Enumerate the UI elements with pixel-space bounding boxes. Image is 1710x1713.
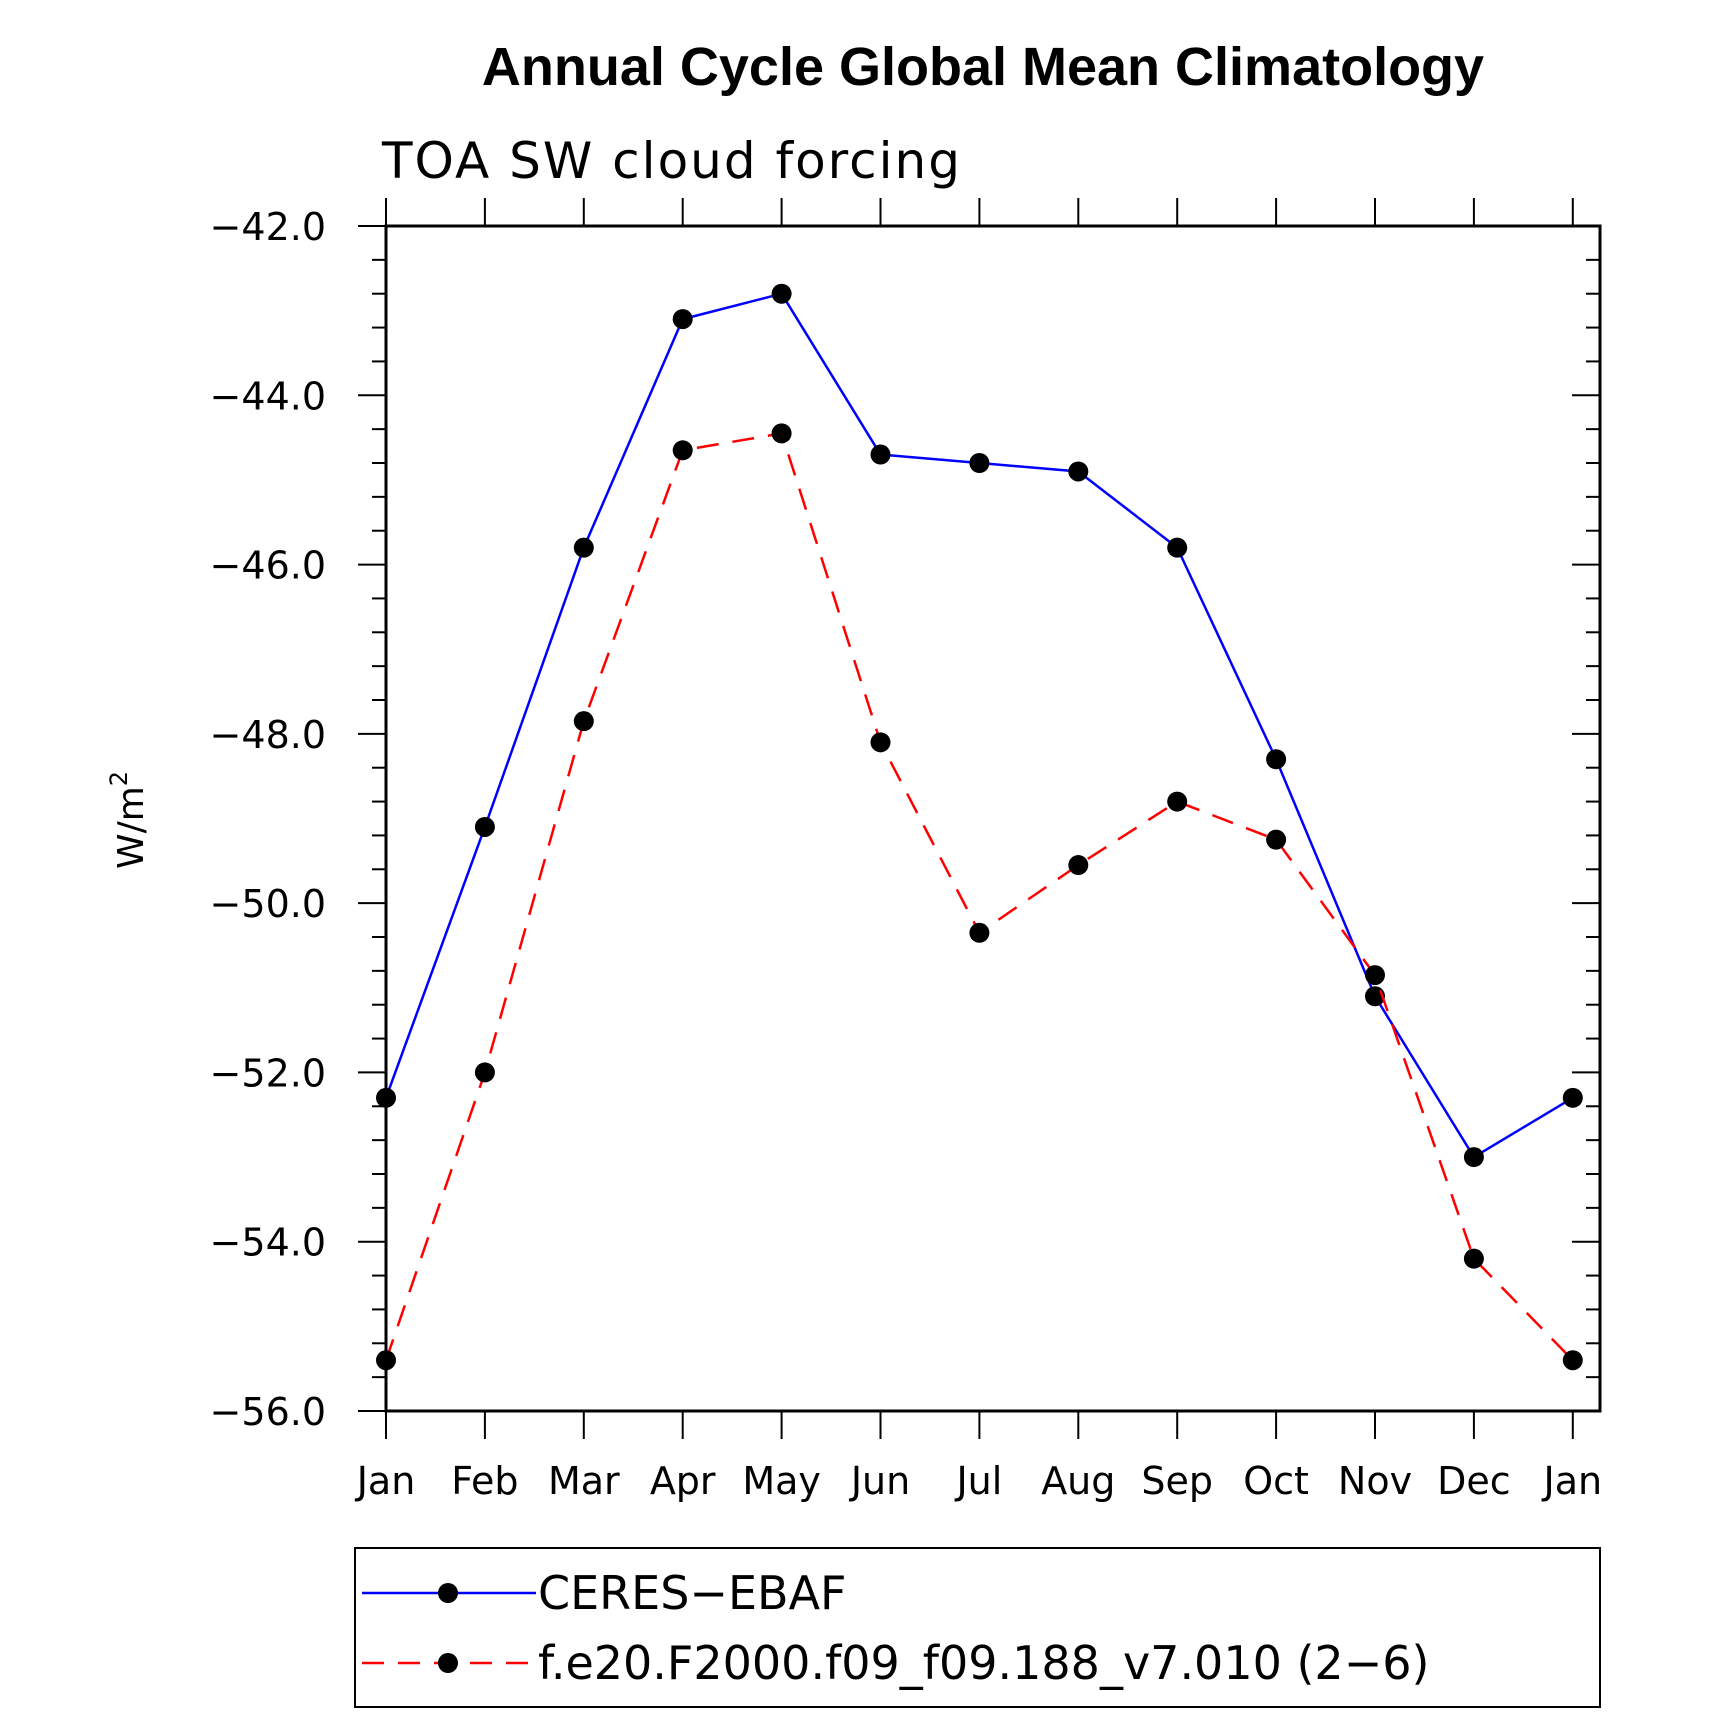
legend-label: f.e20.F2000.f09_f09.188_v7.010 (2−6) [538,1636,1429,1690]
y-axis-title-superscript: 2 [105,771,133,786]
series-line [384,431,1574,1362]
series-1 [376,423,1583,1371]
data-point [1266,829,1287,850]
x-tick-label: Feb [451,1459,518,1503]
data-point [771,283,792,304]
data-point [474,816,495,837]
x-tick-label: Jan [1542,1459,1603,1503]
data-point [1463,1147,1484,1168]
y-tick-labels: −42.0 −44.0 −46.0 −48.0 −50.0 −52.0 −54.0 −56.0 [210,205,326,1434]
legend-marker [438,1653,458,1673]
data-point [870,444,891,465]
y-tick-label: −42.0 [210,205,326,249]
data-point [672,440,693,461]
plot-frame [384,224,1602,1413]
x-tick-label: Apr [650,1459,716,1503]
y-axis-title: W/m2 [105,771,152,869]
y-tick-label: −54.0 [210,1221,326,1265]
x-tick-label: Nov [1338,1459,1412,1503]
x-tick-label: Mar [548,1459,620,1503]
data-point [376,1087,396,1108]
x-tick-label: Aug [1041,1459,1115,1503]
data-point [474,1062,495,1083]
data-point [1266,749,1287,770]
y-tick-label: −56.0 [210,1390,326,1434]
data-point [1365,965,1385,986]
x-tick-label: Sep [1141,1459,1213,1503]
legend-item-0: CERES−EBAF [362,1566,847,1620]
data-point [1167,537,1188,558]
axis-ticks [358,198,1600,1439]
data-point [1068,461,1089,482]
x-tick-label: Jul [954,1459,1002,1503]
data-point [573,711,594,732]
chart-subtitle: TOA SW cloud forcing [381,132,962,190]
legend-label: CERES−EBAF [538,1566,847,1620]
x-tick-label: Jun [849,1459,910,1503]
data-point [1167,791,1188,812]
y-tick-label: −46.0 [210,544,326,588]
data-point [672,309,693,330]
data-point [376,1350,396,1371]
series-layer [376,283,1583,1371]
data-point [870,732,891,753]
y-axis-title-text: W/m [111,786,152,869]
y-tick-label: −52.0 [210,1051,326,1095]
y-tick-label: −44.0 [210,374,326,418]
data-point [969,453,990,473]
x-tick-label: Dec [1437,1459,1511,1503]
data-point [1562,1350,1583,1371]
y-tick-label: −50.0 [210,882,326,926]
chart-title: Annual Cycle Global Mean Climatology [482,37,1484,97]
data-point [969,922,990,943]
data-point [771,423,792,444]
x-tick-label: Jan [355,1459,416,1503]
legend-item-1: f.e20.F2000.f09_f09.188_v7.010 (2−6) [362,1636,1429,1690]
x-tick-label: May [742,1459,821,1503]
data-point [1562,1087,1583,1108]
legend-marker [438,1583,458,1603]
x-tick-labels: Jan Feb Mar Apr May Jun Jul Aug Sep Oct Nov Dec Jan [355,1459,1602,1503]
data-point [1463,1248,1484,1269]
x-tick-label: Oct [1243,1459,1309,1503]
legend: CERES−EBAF f.e20.F2000.f09_f09.188_v7.010… [362,1566,1429,1690]
y-tick-label: −48.0 [210,713,326,757]
legend-box [354,1547,1601,1708]
data-point [1068,855,1089,876]
series-line [384,292,1574,1159]
series-0 [376,283,1583,1168]
data-point [573,537,594,558]
